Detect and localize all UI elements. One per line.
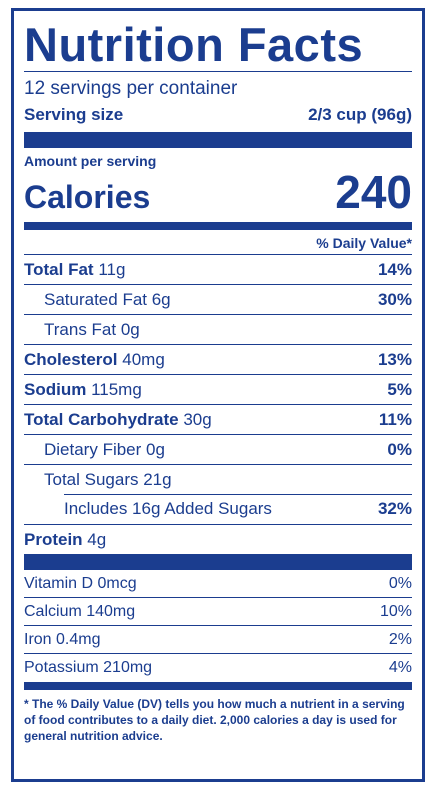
vitamin-row-calcium: Calcium 140mg 10%: [24, 598, 412, 626]
nutrient-name: Trans Fat 0g: [44, 319, 140, 339]
vitamin-dv: 2%: [388, 630, 412, 648]
daily-value-header: % Daily Value*: [316, 235, 412, 251]
nutrient-dv: 5%: [387, 379, 412, 399]
nutrient-label-protein: Protein 4g: [24, 530, 106, 550]
nutrient-row-cholesterol: Cholesterol 40mg 13%: [24, 344, 412, 374]
nutrition-label: Nutrition Facts 12 servings per containe…: [11, 8, 425, 782]
nutrient-row-saturated-fat: Saturated Fat 6g 30%: [24, 284, 412, 314]
divider: [24, 71, 412, 72]
nutrient-name: Sodium: [24, 379, 87, 399]
vitamin-dv: 10%: [379, 602, 412, 620]
nutrient-amount: 115mg: [91, 379, 142, 399]
nutrient-name: Protein: [24, 529, 83, 549]
vitamin-name: Calcium 140mg: [24, 602, 136, 620]
medium-divider: [24, 682, 412, 690]
nutrient-label-total-carbohydrate: Total Carbohydrate 30g: [24, 410, 212, 430]
vitamin-name: Vitamin D 0mcg: [24, 574, 137, 592]
nutrient-dv: 11%: [378, 409, 412, 429]
servings-per-container: 12 servings per container: [24, 78, 238, 99]
calories-value: 240: [335, 166, 412, 218]
nutrient-amount: 30g: [183, 409, 212, 429]
vitamin-row-vitamin-d: Vitamin D 0mcg 0%: [24, 570, 412, 598]
nutrient-row-protein: Protein 4g: [24, 524, 412, 554]
nutrient-name: Total Sugars 21g: [44, 469, 172, 489]
nutrient-name: Dietary Fiber 0g: [44, 439, 165, 459]
vitamin-name: Iron 0.4mg: [24, 630, 101, 648]
nutrient-dv: 0%: [387, 439, 412, 459]
vitamin-name: Potassium 210mg: [24, 659, 153, 676]
nutrient-row-sodium: Sodium 115mg 5%: [24, 374, 412, 404]
nutrient-amount: 40mg: [122, 349, 165, 369]
nutrient-name: Total Carbohydrate: [24, 409, 179, 429]
nutrient-label-cholesterol: Cholesterol 40mg: [24, 350, 165, 370]
nutrient-row-added-sugars: Includes 16g Added Sugars 32%: [24, 494, 412, 524]
nutrient-amount: 11g: [98, 259, 126, 279]
nutrient-row-total-sugars: Total Sugars 21g: [24, 464, 412, 494]
nutrient-name: Includes 16g Added Sugars: [64, 499, 272, 518]
vitamin-row-iron: Iron 0.4mg 2%: [24, 626, 412, 654]
serving-size-row: Serving size 2/3 cup (96g): [24, 102, 412, 128]
vitamin-dv: 4%: [388, 659, 412, 676]
nutrient-label-sodium: Sodium 115mg: [24, 380, 142, 400]
footnote: * The % Daily Value (DV) tells you how m…: [24, 697, 405, 743]
vitamin-dv: 0%: [388, 574, 412, 592]
nutrient-row-dietary-fiber: Dietary Fiber 0g 0%: [24, 434, 412, 464]
nutrient-row-total-carbohydrate: Total Carbohydrate 30g 11%: [24, 404, 412, 434]
nutrient-name: Saturated Fat 6g: [44, 289, 171, 309]
thick-divider: [24, 132, 412, 148]
nutrient-dv: 30%: [377, 289, 412, 309]
vitamin-row-potassium: Potassium 210mg 4%: [24, 654, 412, 682]
nutrient-row-total-fat: Total Fat 11g 14%: [24, 254, 412, 284]
nutrient-dv: 32%: [377, 499, 412, 518]
nutrient-row-trans-fat: Trans Fat 0g: [24, 314, 412, 344]
nutrient-dv: 13%: [377, 349, 412, 369]
medium-divider: [24, 222, 412, 230]
nutrition-title: Nutrition Facts: [24, 18, 364, 71]
calories-row: Calories 240: [24, 168, 412, 216]
nutrient-name: Total Fat: [24, 259, 94, 279]
nutrient-label-total-fat: Total Fat 11g: [24, 260, 125, 280]
calories-label: Calories: [24, 179, 151, 215]
nutrient-amount: 4g: [87, 529, 107, 549]
serving-size-value: 2/3 cup (96g): [308, 105, 412, 124]
amount-per-serving: Amount per serving: [24, 153, 157, 169]
serving-size-label: Serving size: [24, 105, 124, 124]
nutrient-name: Cholesterol: [24, 349, 118, 369]
nutrient-dv: 14%: [377, 259, 412, 279]
thick-divider: [24, 554, 412, 570]
